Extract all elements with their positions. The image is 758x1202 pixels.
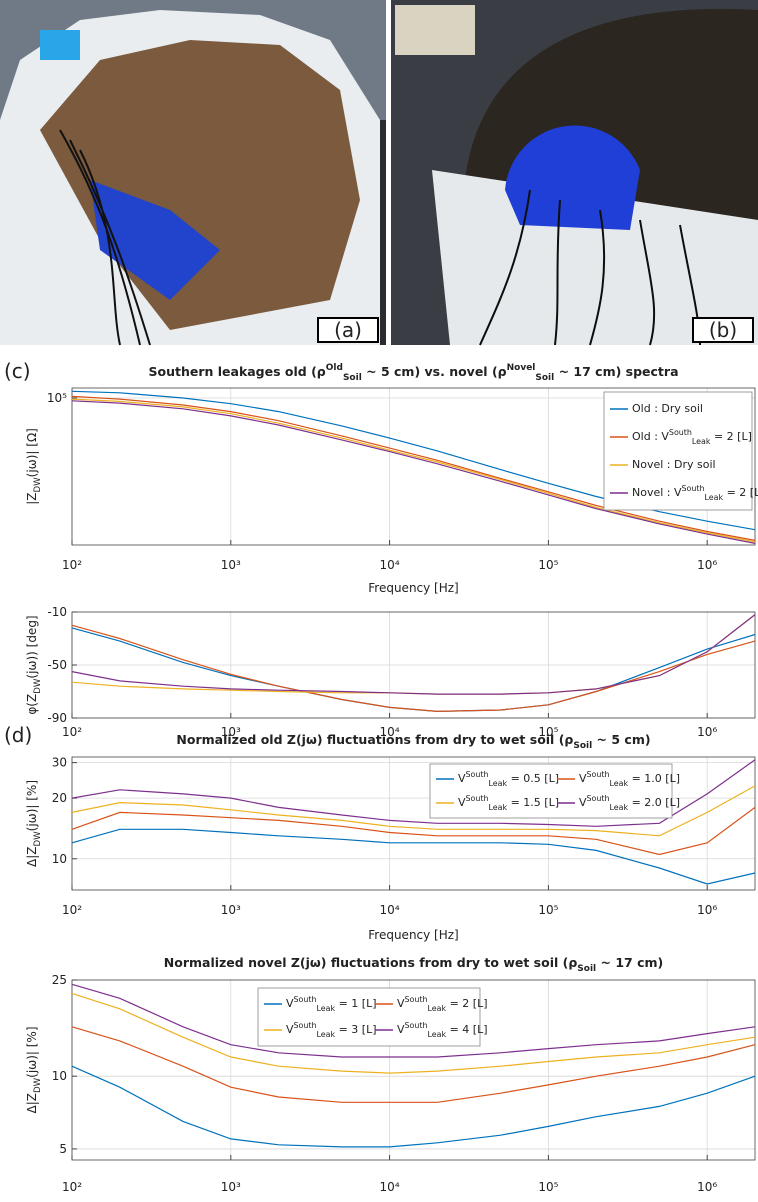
- x-tick-label: 10³: [221, 558, 241, 572]
- legend-label: Old : Dry soil: [632, 402, 703, 415]
- y-tick-label: -10: [47, 605, 67, 619]
- x-tick-label: 10²: [62, 558, 82, 572]
- series-line: [71, 992, 756, 1074]
- legend-label: VSouthLeak = 3 [L]: [286, 1021, 377, 1039]
- series-line: [71, 398, 756, 543]
- series-line: [71, 983, 756, 1058]
- x-tick-label: 10⁵: [538, 558, 558, 572]
- y-tick-label: 10⁵: [47, 390, 67, 404]
- x-axis-label: Frequency [Hz]: [368, 581, 459, 595]
- legend-label: VSouthLeak = 1 [L]: [286, 995, 377, 1013]
- series-line: [71, 785, 756, 837]
- x-axis-label: Frequency [Hz]: [368, 928, 459, 942]
- legend-label: Old : VSouthLeak = 2 [L]: [632, 428, 752, 446]
- x-tick-label: 10³: [221, 1180, 241, 1194]
- panel-label: (d): [4, 723, 32, 747]
- chart-title: Normalized novel Z(jω) fluctuations from…: [164, 955, 663, 974]
- x-tick-label: 10⁴: [380, 558, 400, 572]
- x-tick-label: 10⁶: [697, 558, 717, 572]
- series-line: [71, 400, 756, 544]
- y-tick-label: 30: [52, 755, 67, 769]
- legend-label: Novel : VSouthLeak = 2 [L]: [632, 484, 758, 502]
- series-line: [71, 828, 756, 885]
- legend-label: Novel : Dry soil: [632, 458, 716, 471]
- x-tick-label: 10⁴: [380, 725, 400, 739]
- x-tick-label: 10⁵: [538, 1180, 558, 1194]
- legend-box: [257, 987, 481, 1047]
- photo-a: (a): [0, 0, 386, 346]
- y-tick-label: -50: [47, 658, 67, 672]
- x-tick-label: 10⁴: [380, 903, 400, 917]
- chart-title: Southern leakages old (ρOldSoil ~ 5 cm) …: [148, 363, 678, 383]
- legend-label: VSouthLeak = 0.5 [L]: [458, 770, 559, 788]
- series-line: [71, 614, 756, 695]
- y-tick-label: 10: [52, 1069, 67, 1083]
- plot-frame: [71, 756, 756, 891]
- plot-frame: [71, 387, 756, 546]
- panel-label: (a): [334, 318, 362, 342]
- x-tick-label: 10⁶: [697, 903, 717, 917]
- x-tick-label: 10⁴: [380, 1180, 400, 1194]
- x-tick-label: 10²: [62, 1180, 82, 1194]
- y-axis-label: φ(ZDW(jω)) [deg]: [25, 615, 43, 714]
- panel-label: (c): [4, 359, 31, 383]
- series-line: [71, 624, 756, 713]
- legend-label: VSouthLeak = 1.0 [L]: [579, 770, 680, 788]
- y-tick-label: 20: [52, 791, 67, 805]
- series-line: [71, 395, 756, 541]
- legend-box: [429, 763, 673, 819]
- x-tick-label: 10³: [221, 903, 241, 917]
- x-tick-label: 10⁶: [697, 725, 717, 739]
- legend-label: VSouthLeak = 4 [L]: [397, 1021, 488, 1039]
- x-tick-label: 10⁶: [697, 1180, 717, 1194]
- x-tick-label: 10⁵: [538, 725, 558, 739]
- plot-frame: [71, 979, 756, 1161]
- x-tick-label: 10³: [221, 725, 241, 739]
- legend-label: VSouthLeak = 1.5 [L]: [458, 794, 559, 812]
- y-tick-label: 10: [52, 851, 67, 865]
- y-axis-label: Δ|ZDW(jω)| [%]: [25, 1026, 43, 1113]
- legend-box: [603, 391, 753, 511]
- y-axis-label: |ZDW(jω)| [Ω]: [25, 428, 43, 505]
- x-tick-label: 10²: [62, 903, 82, 917]
- series-line: [71, 1026, 756, 1103]
- series-line: [71, 1065, 756, 1148]
- x-tick-label: 10⁵: [538, 903, 558, 917]
- legend-label: VSouthLeak = 2 [L]: [397, 995, 488, 1013]
- plot-frame: [71, 611, 756, 719]
- y-tick-label: 25: [52, 973, 67, 987]
- photo-b: (b): [391, 0, 758, 346]
- panel-label: (b): [709, 318, 737, 342]
- x-tick-label: 10²: [62, 725, 82, 739]
- y-axis-label: Δ|ZDW(jω)| [%]: [25, 780, 43, 867]
- legend-label: VSouthLeak = 2.0 [L]: [579, 794, 680, 812]
- y-tick-label: 5: [59, 1141, 67, 1155]
- chart-title: Normalized old Z(jω) fluctuations from d…: [176, 732, 650, 751]
- series-line: [71, 759, 756, 827]
- series-line: [71, 806, 756, 856]
- y-tick-label: -90: [47, 711, 67, 725]
